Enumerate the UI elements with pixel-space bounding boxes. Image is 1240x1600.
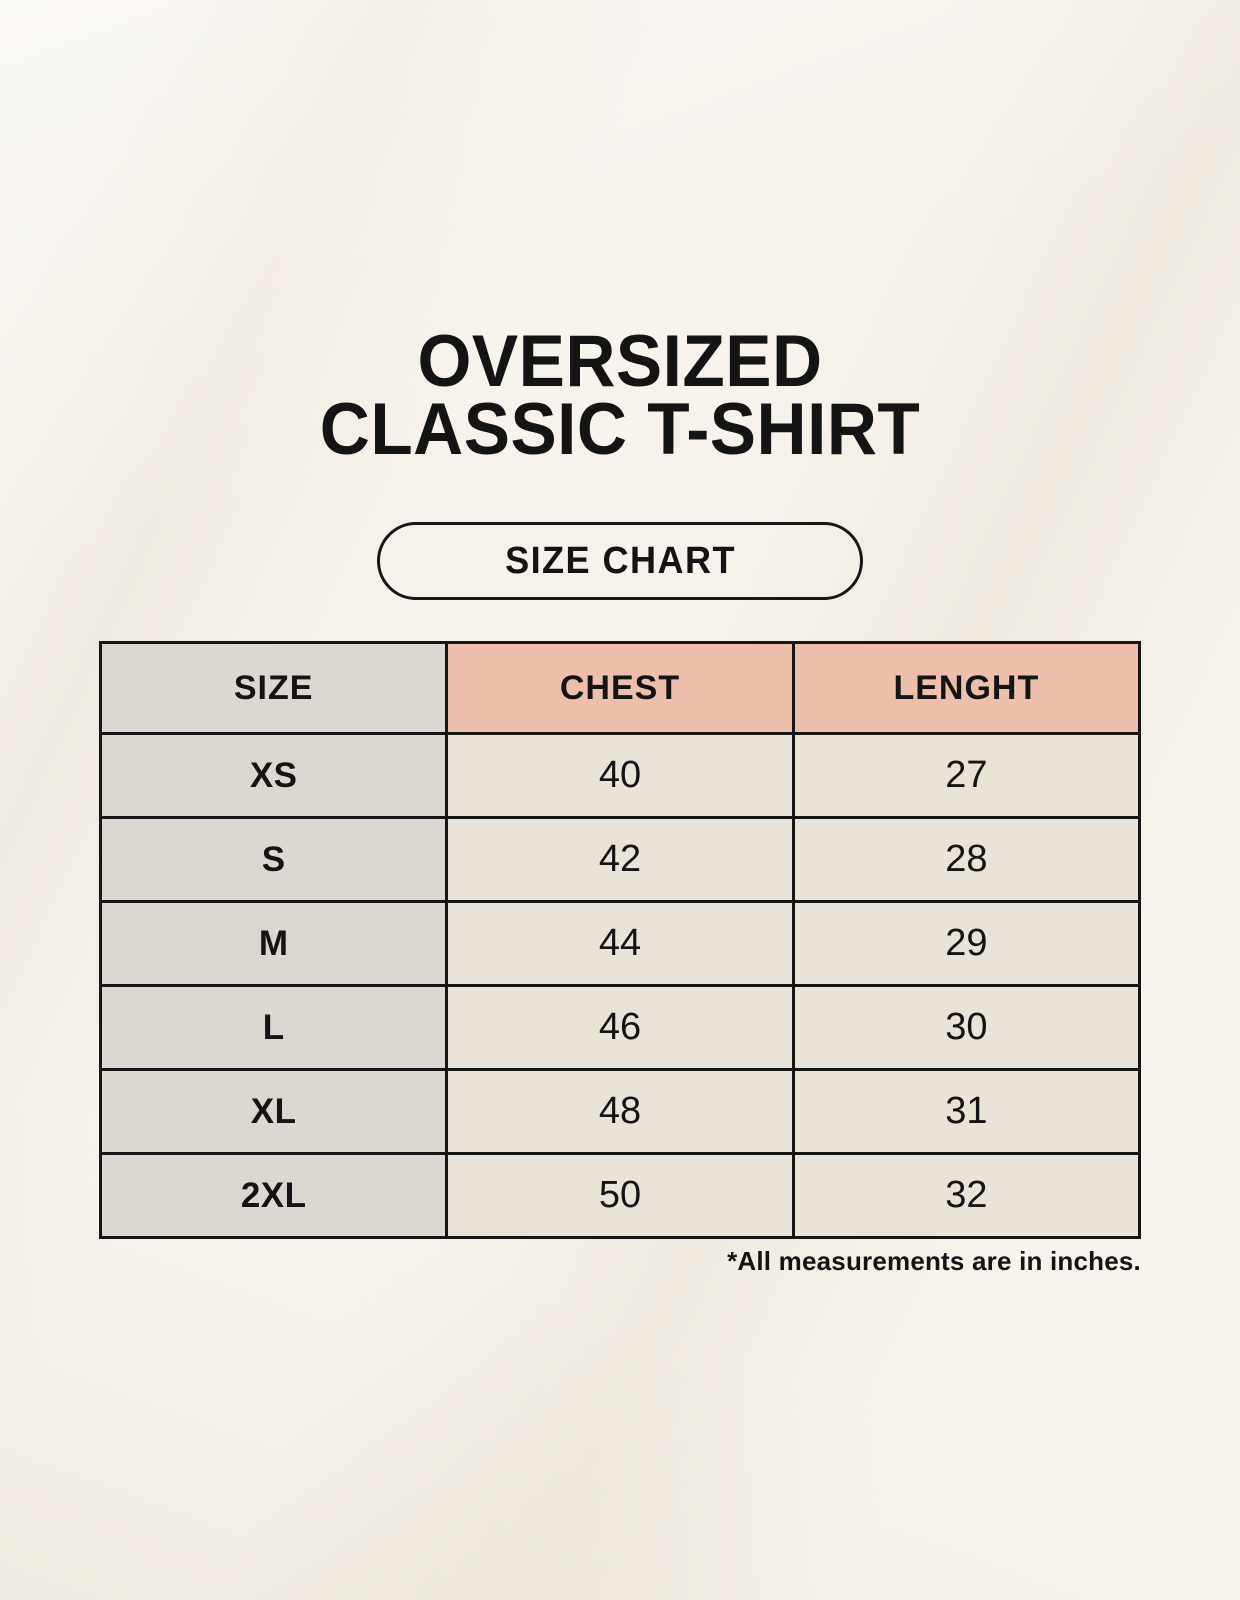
- table-row: XL 48 31: [98, 1068, 1142, 1155]
- size-cell: M: [98, 900, 449, 987]
- length-value-cell: 27: [791, 732, 1142, 819]
- size-chart-table-container: SIZE CHEST LENGHT XS 40 27 S 42 28 M: [98, 641, 1142, 1277]
- size-cell: 2XL: [98, 1152, 449, 1239]
- chest-value-cell: 50: [445, 1152, 795, 1239]
- table-row: 2XL 50 32: [98, 1152, 1142, 1239]
- table-header-row: SIZE CHEST LENGHT: [98, 641, 1142, 735]
- measurements-footnote: *All measurements are in inches.: [727, 1246, 1141, 1276]
- size-chart-badge-label: SIZE CHART: [504, 539, 736, 582]
- size-cell: XL: [98, 1068, 449, 1155]
- length-value-cell: 31: [791, 1068, 1142, 1155]
- column-header-length: LENGHT: [791, 641, 1142, 735]
- chest-value-cell: 40: [445, 732, 795, 819]
- column-header-chest: CHEST: [445, 641, 795, 735]
- chest-value-cell: 46: [445, 984, 795, 1071]
- chest-value-cell: 44: [445, 900, 795, 987]
- title-line-1: OVERSIZED: [417, 321, 823, 402]
- size-cell: S: [98, 816, 449, 903]
- size-chart-table: SIZE CHEST LENGHT XS 40 27 S 42 28 M: [98, 641, 1142, 1239]
- size-cell: XS: [98, 732, 449, 819]
- title-line-2: CLASSIC T-SHIRT: [319, 389, 921, 470]
- table-row: S 42 28: [98, 816, 1142, 903]
- length-value-cell: 30: [791, 984, 1142, 1071]
- size-cell: L: [98, 984, 449, 1071]
- table-row: XS 40 27: [98, 732, 1142, 819]
- length-value-cell: 28: [791, 816, 1142, 903]
- length-value-cell: 29: [791, 900, 1142, 987]
- chest-value-cell: 42: [445, 816, 795, 903]
- chest-value-cell: 48: [445, 1068, 795, 1155]
- table-row: M 44 29: [98, 900, 1142, 987]
- size-chart-badge: SIZE CHART: [377, 522, 863, 600]
- length-value-cell: 32: [791, 1152, 1142, 1239]
- table-row: L 46 30: [98, 984, 1142, 1071]
- page-title: OVERSIZED CLASSIC T-SHIRT: [0, 321, 1240, 470]
- column-header-size: SIZE: [98, 641, 449, 735]
